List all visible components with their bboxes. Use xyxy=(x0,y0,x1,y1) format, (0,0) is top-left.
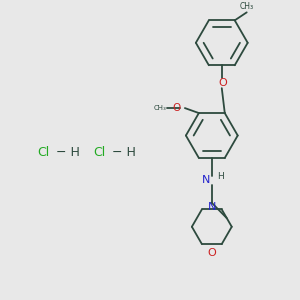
Text: Cl: Cl xyxy=(37,146,50,159)
Text: Cl: Cl xyxy=(93,146,105,159)
Text: O: O xyxy=(173,103,181,113)
Text: O: O xyxy=(207,248,216,258)
Text: − H: − H xyxy=(52,146,80,159)
Text: CH₃: CH₃ xyxy=(240,2,254,11)
Text: N: N xyxy=(201,175,210,185)
Text: − H: − H xyxy=(108,146,136,159)
Text: CH₃: CH₃ xyxy=(153,105,166,111)
Text: H: H xyxy=(217,172,224,182)
Text: O: O xyxy=(218,78,227,88)
Text: N: N xyxy=(208,202,216,212)
